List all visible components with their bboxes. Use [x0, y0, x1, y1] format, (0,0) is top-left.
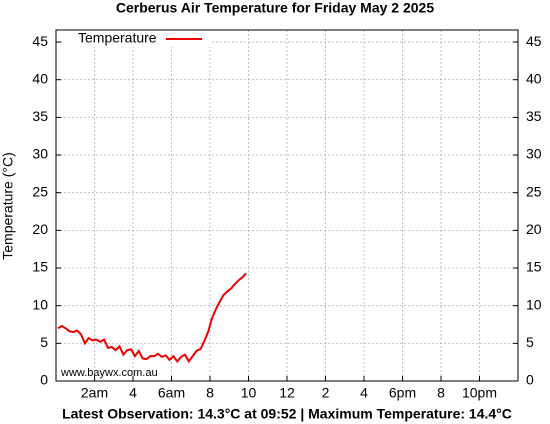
x-tick-label: 10pm: [462, 385, 497, 401]
watermark: www.baywx.com.au: [60, 367, 158, 379]
data-line: [57, 272, 247, 364]
y-tick-label: 15: [32, 259, 48, 275]
legend-box: [64, 31, 212, 47]
y-tick-label: 10: [526, 296, 542, 312]
x-tick-label: 2: [322, 385, 330, 401]
y-tick-label: 5: [40, 334, 48, 350]
x-tick-label: 8: [206, 385, 214, 401]
x-tick-label: 6am: [158, 385, 185, 401]
chart-title: Cerberus Air Temperature for Friday May …: [116, 0, 434, 16]
y-tick-label: 40: [526, 70, 542, 86]
x-tick-label: 12: [279, 385, 295, 401]
y-tick-label: 30: [526, 146, 542, 162]
x-tick-label: 10: [241, 385, 257, 401]
y-tick-label: 0: [40, 372, 48, 388]
y-tick-label: 5: [526, 334, 534, 350]
y-tick-label: 15: [526, 259, 542, 275]
x-tick-label: 2am: [81, 385, 108, 401]
y-tick-label: 30: [32, 146, 48, 162]
y-tick-label: 45: [32, 33, 48, 49]
x-tick-label: 4: [129, 385, 137, 401]
x-tick-label: 8: [437, 385, 445, 401]
y-tick-label: 45: [526, 33, 542, 49]
footer: Latest Observation: 14.3°C at 09:52 | Ma…: [62, 406, 512, 422]
y-tick-label: 25: [526, 183, 542, 199]
y-tick-label: 40: [32, 70, 48, 86]
y-tick-label: 20: [32, 221, 48, 237]
plot-frame: [55, 29, 519, 382]
y-axis-label: Temperature (°C): [0, 152, 16, 260]
y-tick-label: 35: [32, 108, 48, 124]
y-tick-label: 10: [32, 296, 48, 312]
legend-label: Temperature: [78, 30, 157, 46]
x-tick-label: 6pm: [389, 385, 416, 401]
y-tick-label: 0: [526, 372, 534, 388]
y-tick-label: 35: [526, 108, 542, 124]
y-tick-label: 25: [32, 183, 48, 199]
x-tick-label: 4: [360, 385, 368, 401]
y-tick-label: 20: [526, 221, 542, 237]
